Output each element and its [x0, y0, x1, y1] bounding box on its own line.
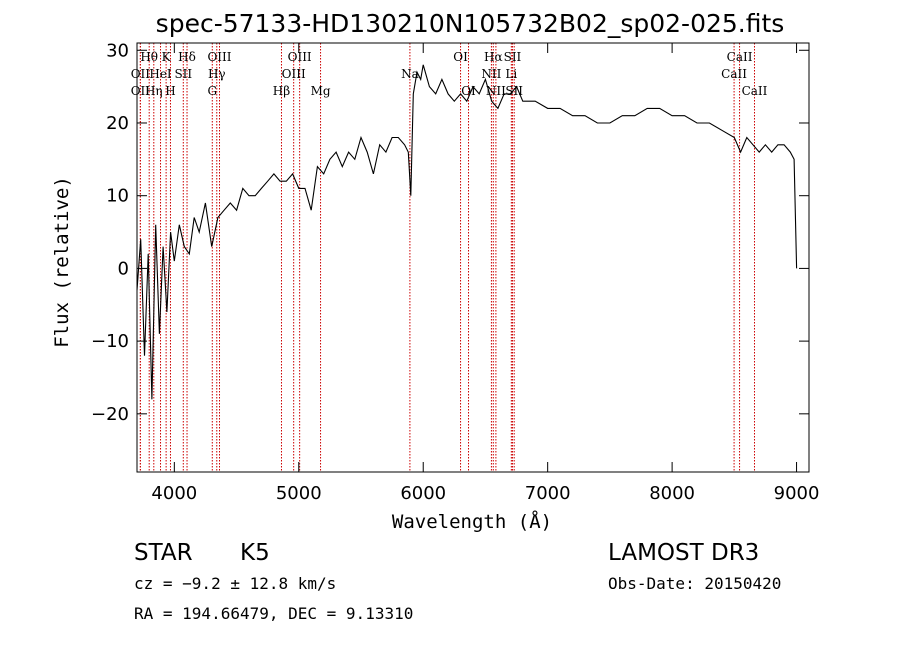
- x-axis-label: Wavelength (Å): [392, 510, 552, 533]
- spectral-line-label: Mg: [311, 84, 331, 98]
- plot-frame: [136, 42, 810, 473]
- object-subclass: K5: [240, 540, 270, 566]
- spectral-line-label: Li: [505, 67, 517, 81]
- spectral-line-label: OII: [131, 84, 151, 98]
- spectral-line-label: SII: [504, 50, 522, 64]
- spectral-line-label: OI: [453, 50, 468, 64]
- spectral-line-label: SII: [174, 67, 192, 81]
- spectral-line-label: SII: [505, 84, 523, 98]
- x-tick-label: 6000: [400, 483, 446, 504]
- spectral-line-label: OIII: [282, 67, 306, 81]
- spectral-line-label: HeI: [149, 67, 172, 81]
- x-tick-label: 5000: [276, 483, 322, 504]
- redshift-cz: cz = −9.2 ± 12.8 km/s: [134, 574, 336, 593]
- y-axis-label: Flux (relative): [51, 176, 73, 348]
- spectral-line-label: OII: [131, 67, 151, 81]
- x-axis-ticks: 4000 5000 6000 7000 8000 9000: [151, 43, 819, 504]
- spectral-line-label: K: [162, 50, 172, 64]
- spectral-line-markers: [139, 43, 755, 472]
- survey-name: LAMOST DR3: [608, 540, 759, 566]
- spectral-line-label: Hδ: [178, 50, 196, 64]
- chart-title: spec-57133-HD130210N105732B02_sp02-025.f…: [156, 9, 785, 38]
- spectral-line-label: G: [207, 84, 217, 98]
- x-tick-label: 7000: [525, 483, 571, 504]
- spectral-line-label: H: [165, 84, 175, 98]
- spectral-line-label: OIII: [288, 50, 312, 64]
- y-tick-label: −10: [91, 331, 129, 352]
- y-tick-label: 10: [106, 186, 129, 207]
- spectral-line-label: Hη: [145, 84, 163, 98]
- ra-dec: RA = 194.66479, DEC = 9.13310: [134, 604, 413, 623]
- spectral-line-label: Na: [401, 67, 419, 81]
- x-tick-label: 8000: [649, 483, 695, 504]
- y-tick-label: −20: [91, 404, 129, 425]
- spectral-line-label: NII: [481, 67, 501, 81]
- spectral-line-label: CaII: [727, 50, 753, 64]
- spectral-line-label: Hγ: [208, 67, 226, 81]
- x-tick-label: 4000: [151, 483, 197, 504]
- spectral-line-label: OIII: [207, 50, 231, 64]
- spectral-line-label: CaII: [721, 67, 747, 81]
- spectral-line-label: CaII: [742, 84, 768, 98]
- y-tick-label: 30: [106, 40, 129, 61]
- y-tick-label: 0: [118, 258, 129, 279]
- object-class: STAR: [134, 540, 193, 566]
- flux-series-line: [136, 64, 798, 400]
- obs-date: Obs-Date: 20150420: [608, 574, 781, 593]
- spectral-line-label: Hβ: [273, 84, 290, 98]
- y-tick-label: 20: [106, 113, 129, 134]
- spectral-line-label: Hθ: [140, 50, 158, 64]
- x-tick-label: 9000: [774, 483, 820, 504]
- spectral-line-label: NII: [486, 84, 506, 98]
- spectral-line-label: Hα: [484, 50, 503, 64]
- y-axis-ticks: −20 −10 0 10 20 30: [91, 40, 809, 425]
